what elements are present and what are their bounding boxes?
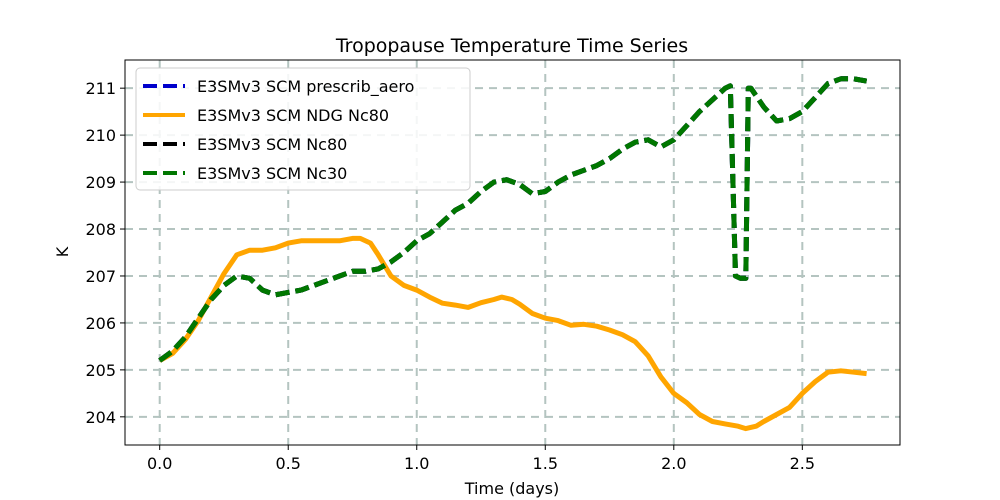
- y-tick-label: 205: [85, 361, 116, 380]
- legend-label-nc30: E3SMv3 SCM Nc30: [197, 164, 347, 183]
- x-axis-label: Time (days): [464, 479, 560, 498]
- x-tick-label: 0.5: [275, 454, 300, 473]
- legend-label-nc80: E3SMv3 SCM Nc80: [197, 135, 347, 154]
- legend-box: [135, 67, 471, 191]
- y-tick-label: 207: [85, 267, 116, 286]
- x-tick-label: 2.0: [661, 454, 686, 473]
- x-tick-label: 1.0: [404, 454, 429, 473]
- legend-label-prescrib-aero: E3SMv3 SCM prescrib_aero: [197, 77, 414, 97]
- series-line-e3smv3-scm-ndg-nc80: [158, 235, 867, 432]
- legend-label-ndg-nc80: E3SMv3 SCM NDG Nc80: [197, 106, 389, 125]
- axis-ticks: 0.0 0.5 1.0 1.5 2.0 2.5 204 205 206 207 208 209 210 2…: [85, 79, 815, 473]
- legend: E3SMv3 SCM prescrib_aero E3SMv3 SCM NDG …: [135, 67, 471, 191]
- x-tick-label: 1.5: [533, 454, 558, 473]
- series-lines: [158, 76, 868, 432]
- y-tick-label: 204: [85, 408, 116, 427]
- y-tick-label: 210: [85, 126, 116, 145]
- series-line-e3smv3-scm-nc30: [158, 76, 868, 363]
- x-tick-label: 0.0: [147, 454, 172, 473]
- y-axis-label: K: [53, 246, 72, 257]
- x-tick-label: 2.5: [790, 454, 815, 473]
- y-tick-label: 209: [85, 173, 116, 192]
- y-tick-label: 211: [85, 79, 116, 98]
- y-tick-label: 208: [85, 220, 116, 239]
- chart-title: Tropopause Temperature Time Series: [335, 35, 688, 57]
- y-tick-label: 206: [85, 314, 116, 333]
- plot-frame: [124, 59, 901, 446]
